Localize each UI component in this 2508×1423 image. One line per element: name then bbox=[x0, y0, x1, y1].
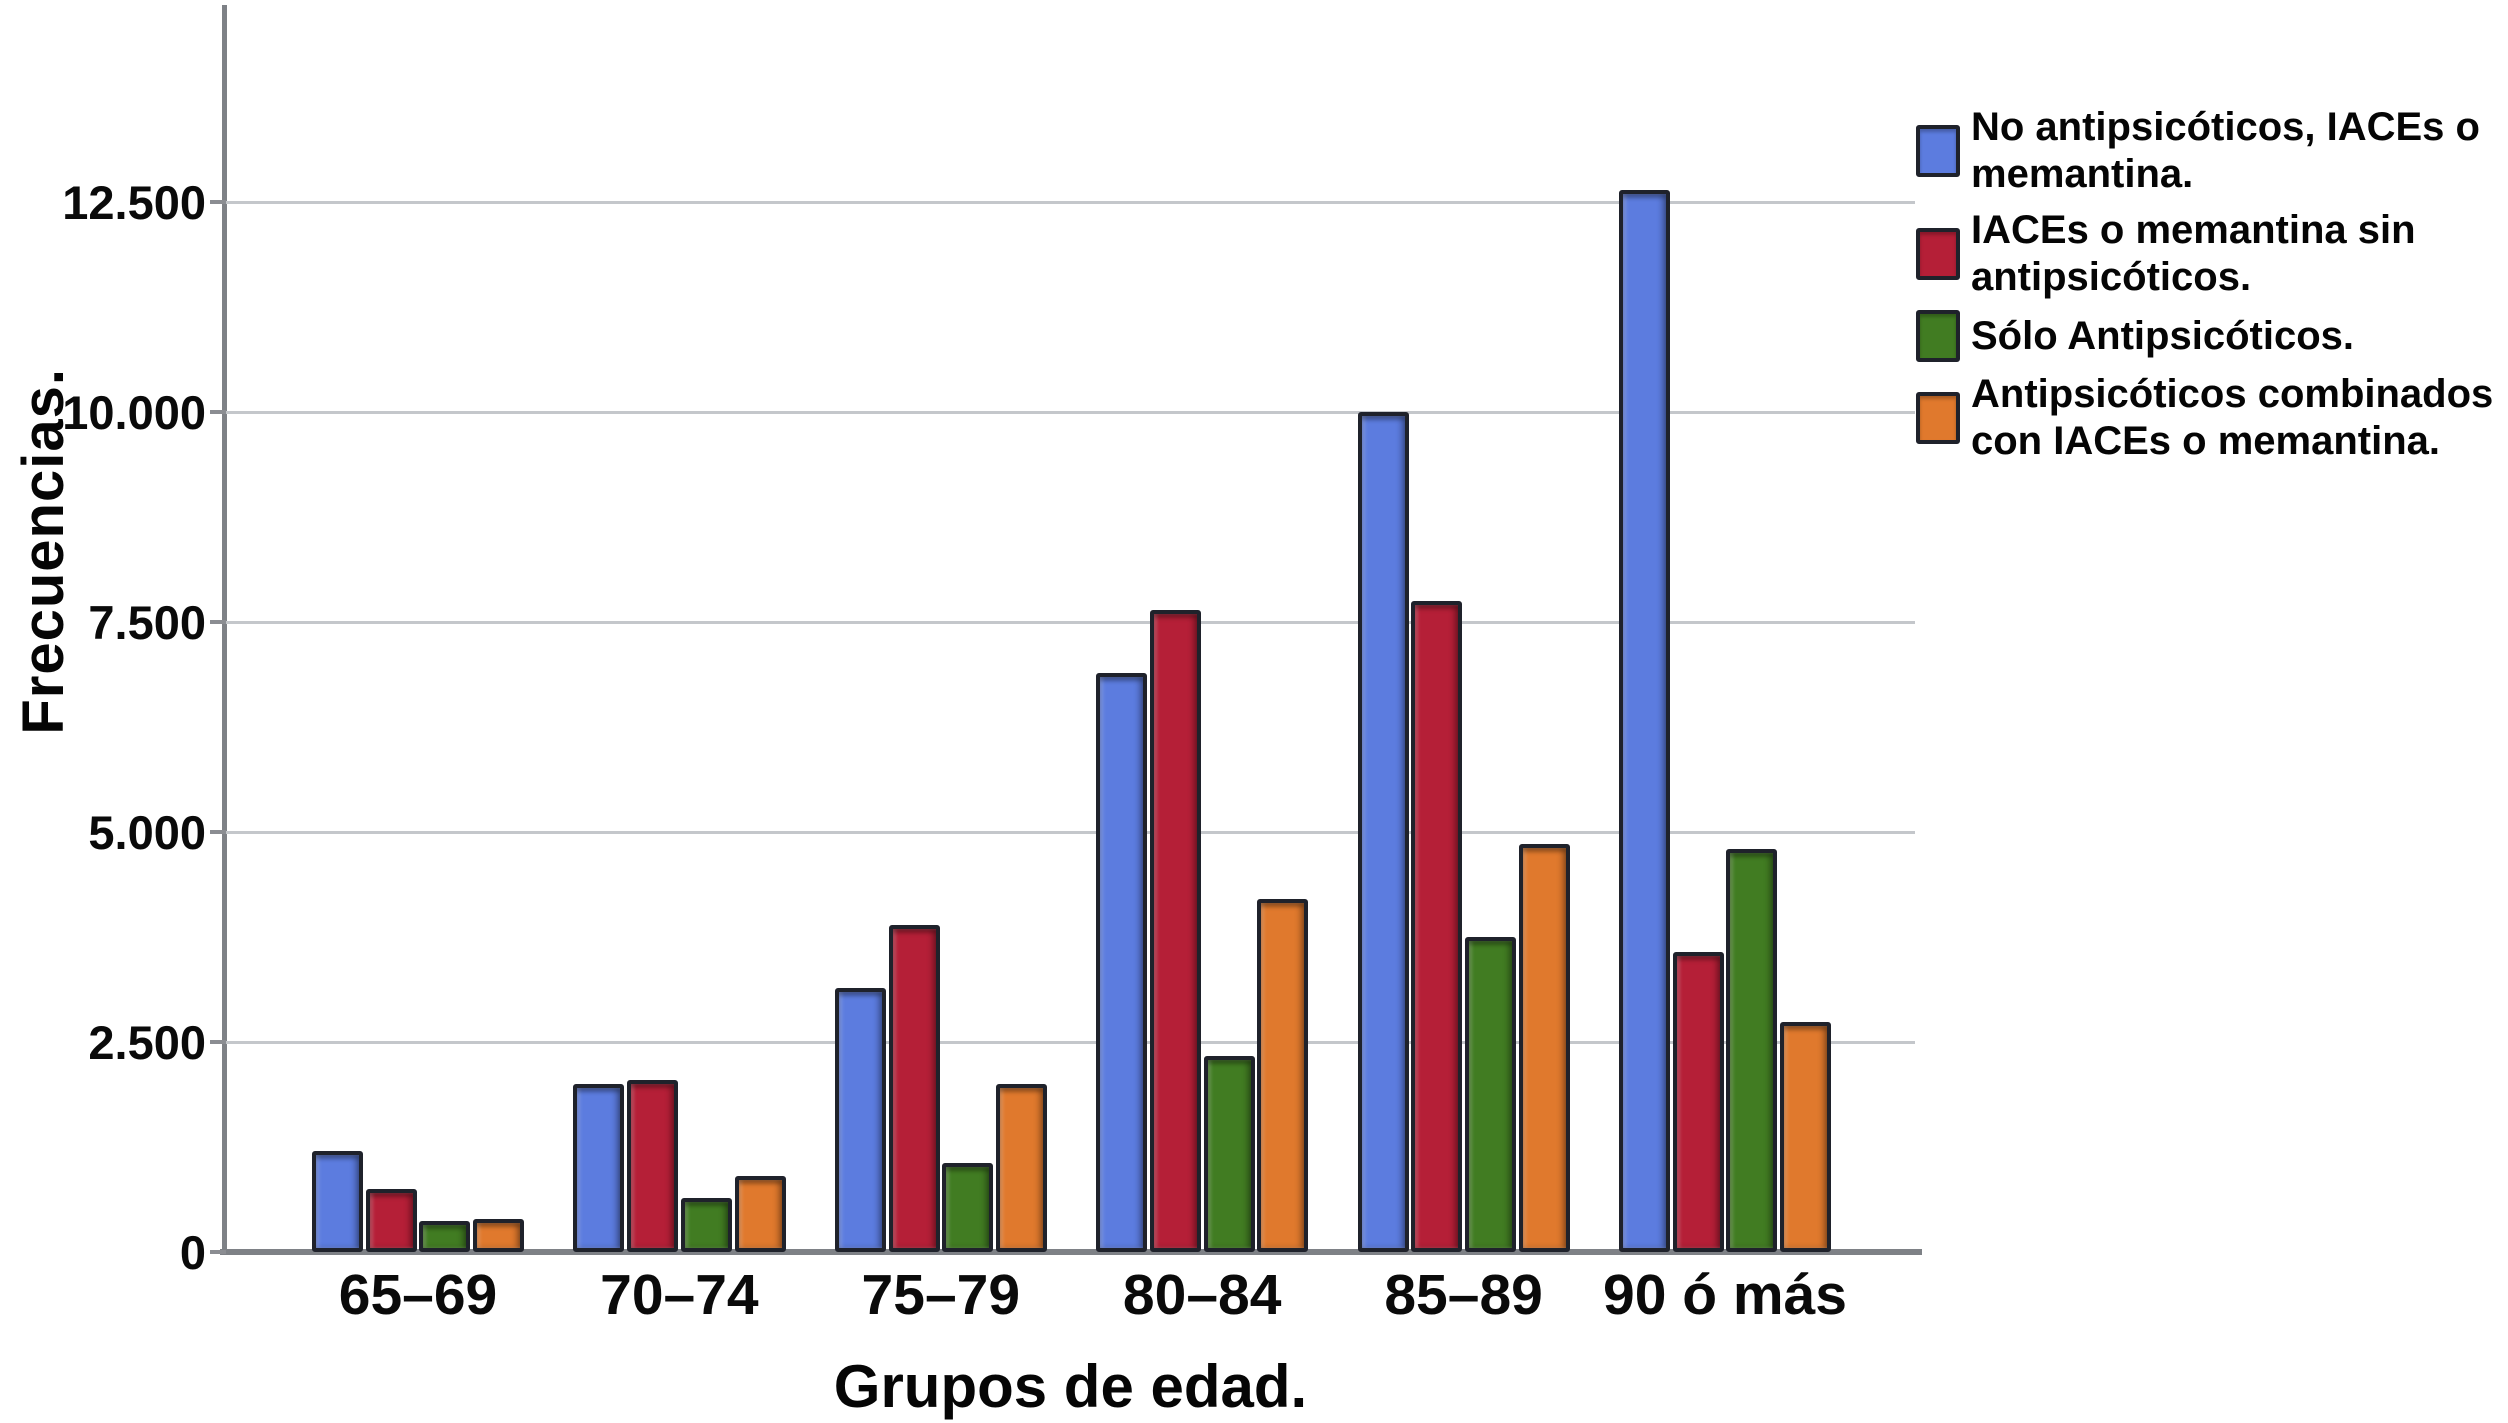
gridline bbox=[226, 621, 1915, 625]
y-tick-mark bbox=[210, 1250, 226, 1254]
legend-item: Antipsicóticos combinados con IACEs o me… bbox=[1916, 371, 2506, 465]
legend-swatch bbox=[1916, 125, 1960, 177]
bar-series3-85–89 bbox=[1465, 937, 1516, 1252]
gridline bbox=[226, 411, 1915, 415]
bar-series2-65–69 bbox=[365, 1189, 417, 1252]
legend-item: Sólo Antipsicóticos. bbox=[1916, 310, 2506, 362]
x-category-label: 75–79 bbox=[861, 1263, 1021, 1327]
bar-series1-85–89 bbox=[1357, 412, 1409, 1252]
bar-series3-65–69 bbox=[419, 1220, 471, 1252]
x-axis-line bbox=[220, 1249, 1922, 1255]
y-tick-label: 2.500 bbox=[88, 1016, 206, 1070]
x-axis-title: Grupos de edad. bbox=[833, 1353, 1308, 1420]
bar-series3-75–79 bbox=[942, 1163, 994, 1252]
chart-legend: No antipsicóticos, IACEs o memantina. IAC… bbox=[1916, 104, 2506, 474]
x-category-labels: 65–69 70–74 75–79 80–84 85–89 90 ó más bbox=[226, 1262, 1915, 1332]
bar-series2-90 ó más bbox=[1672, 952, 1724, 1252]
bar-series3-80–84 bbox=[1203, 1056, 1255, 1252]
bar-series1-75–79 bbox=[834, 987, 886, 1252]
y-tick-mark bbox=[210, 1040, 226, 1045]
y-tick-mark bbox=[210, 410, 226, 415]
x-category-label: 80–84 bbox=[1122, 1263, 1282, 1327]
y-tick-labels: 0 2.500 5.000 7.500 10.000 12.500 bbox=[0, 5, 206, 1276]
bar-series3-90 ó más bbox=[1726, 848, 1778, 1252]
bar-series4-90 ó más bbox=[1780, 1021, 1832, 1252]
bar-series3-70–74 bbox=[680, 1198, 732, 1252]
legend-swatch bbox=[1916, 392, 1960, 444]
bar-series2-75–79 bbox=[888, 924, 940, 1252]
y-tick-label: 10.000 bbox=[62, 386, 206, 440]
bar-series4-70–74 bbox=[734, 1176, 786, 1252]
x-category-label: 90 ó más bbox=[1603, 1263, 1847, 1327]
y-tick-label: 7.500 bbox=[88, 596, 206, 650]
bar-series2-80–84 bbox=[1149, 609, 1201, 1252]
bar-series4-85–89 bbox=[1518, 843, 1570, 1252]
bar-series4-80–84 bbox=[1257, 899, 1309, 1252]
legend-item-label: Sólo Antipsicóticos. bbox=[1971, 313, 2354, 358]
y-tick-label: 0 bbox=[179, 1226, 206, 1279]
plot-area bbox=[210, 5, 1922, 1255]
bar-series1-80–84 bbox=[1096, 672, 1148, 1252]
x-category-label: 70–74 bbox=[600, 1263, 759, 1327]
y-axis-line bbox=[222, 5, 227, 1252]
x-category-label: 85–89 bbox=[1384, 1263, 1543, 1327]
y-tick-label: 12.500 bbox=[62, 176, 206, 230]
y-tick-mark bbox=[210, 620, 226, 625]
legend-item-label: No antipsicóticos, IACEs o memantina. bbox=[1971, 105, 2480, 196]
gridline bbox=[226, 1041, 1915, 1045]
y-tick-mark bbox=[210, 830, 226, 835]
bar-series1-70–74 bbox=[573, 1084, 625, 1252]
legend-swatch bbox=[1916, 310, 1960, 362]
legend-item-label: IACEs o memantina sin antipsicóticos. bbox=[1971, 208, 2416, 299]
bar-series2-70–74 bbox=[627, 1079, 679, 1252]
bar-series4-65–69 bbox=[473, 1219, 525, 1252]
y-tick-mark bbox=[210, 200, 226, 205]
y-tick-label: 5.000 bbox=[88, 806, 206, 860]
gridline bbox=[226, 201, 1915, 205]
bar-series4-75–79 bbox=[995, 1084, 1047, 1252]
bar-series1-65–69 bbox=[312, 1151, 363, 1252]
legend-swatch bbox=[1916, 228, 1960, 280]
gridline bbox=[226, 831, 1915, 835]
legend-item: IACEs o memantina sin antipsicóticos. bbox=[1916, 207, 2506, 301]
bar-series1-90 ó más bbox=[1619, 189, 1670, 1252]
bar-series2-85–89 bbox=[1411, 601, 1463, 1252]
x-category-label: 65–69 bbox=[338, 1263, 498, 1327]
legend-item: No antipsicóticos, IACEs o memantina. bbox=[1916, 104, 2506, 198]
legend-item-label: Antipsicóticos combinados con IACEs o me… bbox=[1971, 372, 2494, 463]
